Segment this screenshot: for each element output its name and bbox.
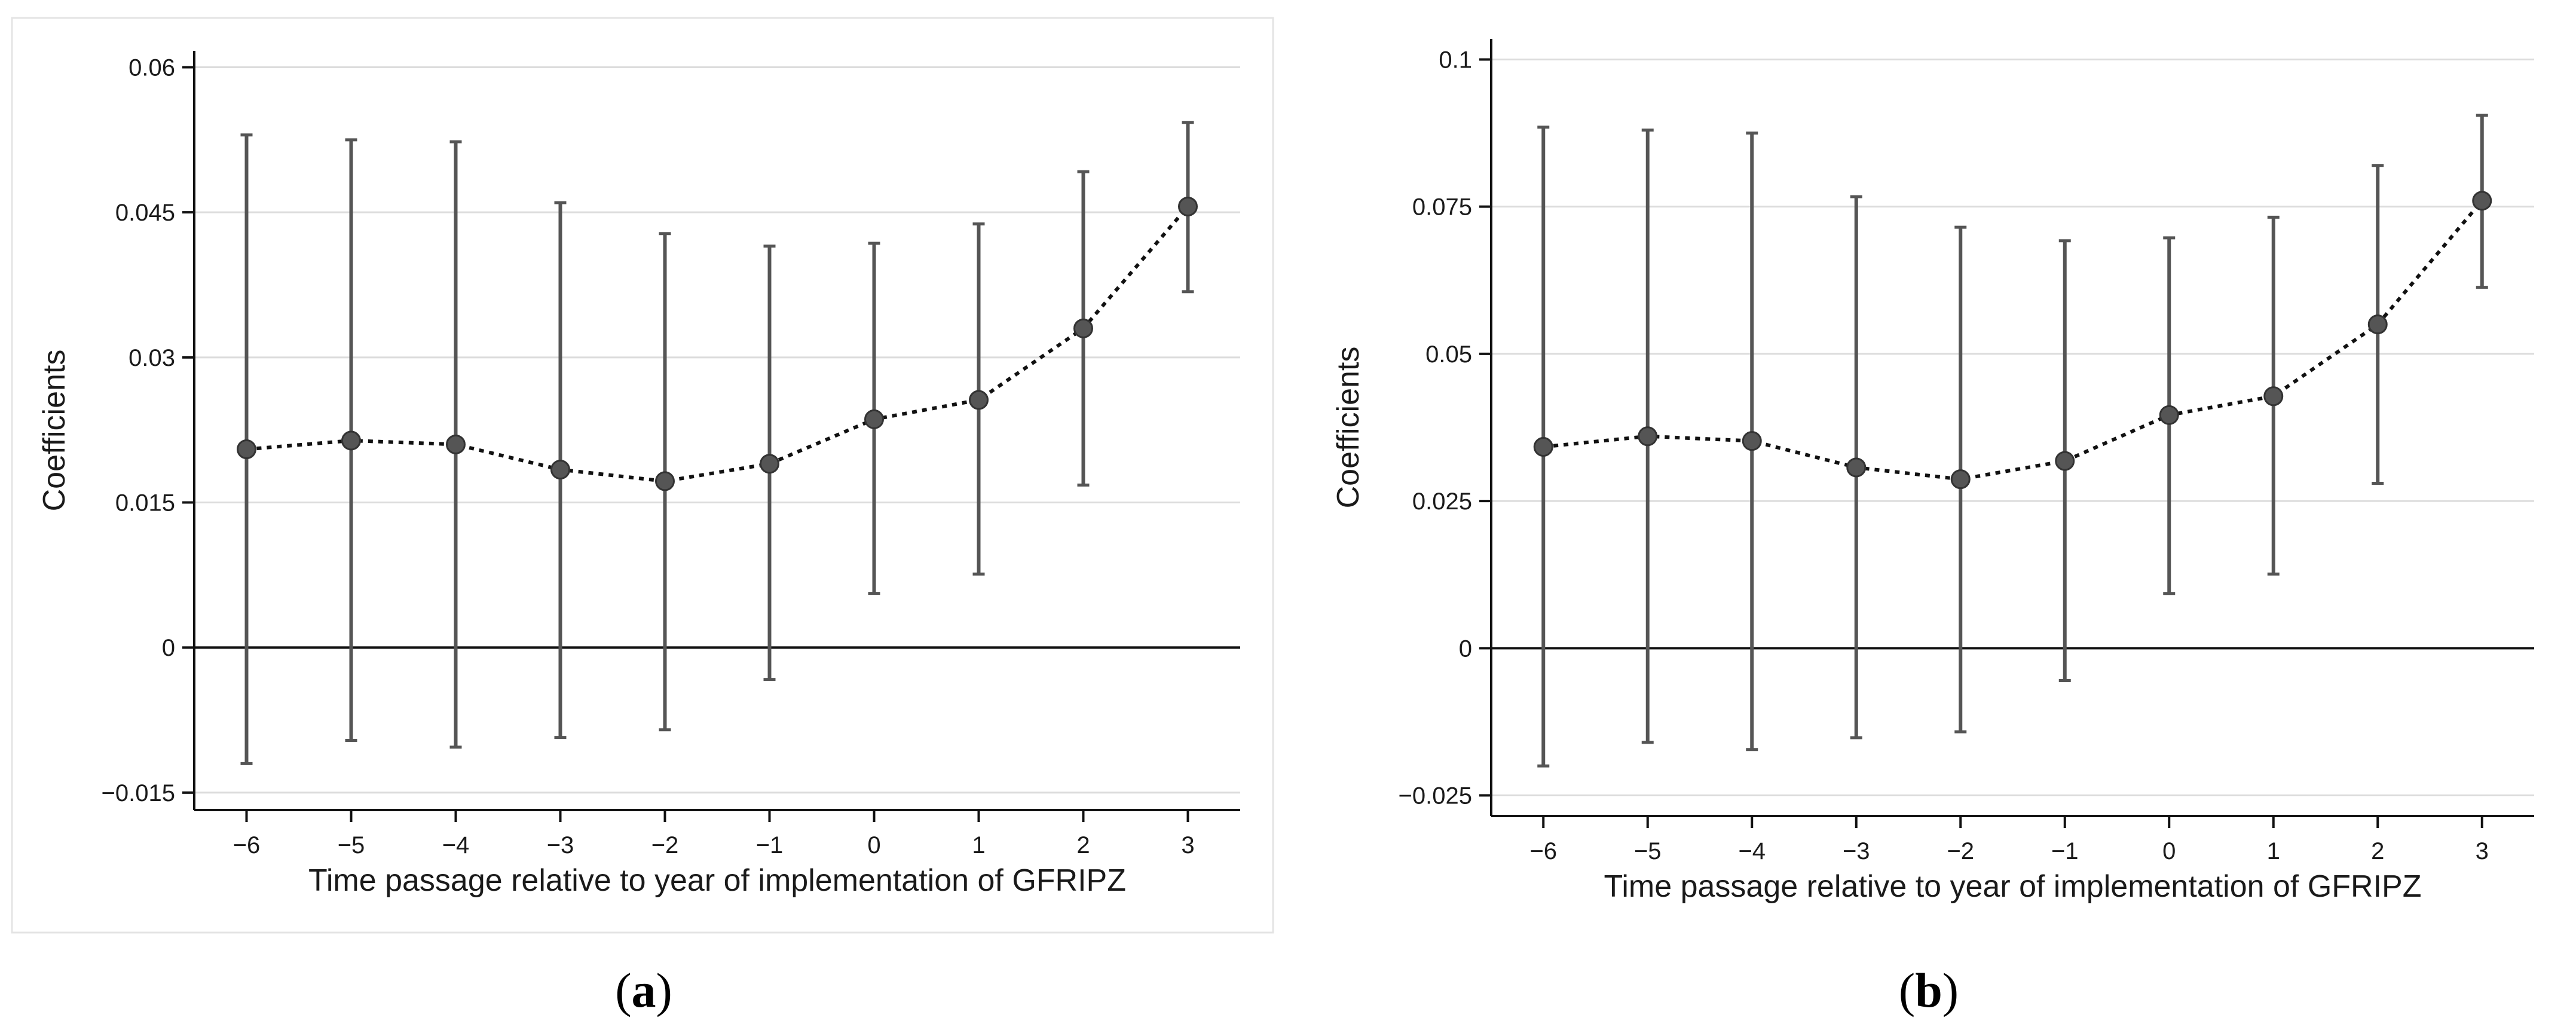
x-axis-title: Time passage relative to year of impleme… <box>1604 869 2422 904</box>
caption-b: (b) <box>1898 963 1959 1017</box>
x-axis-title: Time passage relative to year of impleme… <box>308 863 1126 898</box>
data-point <box>2367 314 2388 335</box>
x-tick-label: −5 <box>1634 838 1662 864</box>
data-point <box>1742 431 1762 451</box>
data-point <box>1073 318 1093 338</box>
panel-a: −0.015 0 0.015 0.03 0.045 0.06 −6 −5 −4 −3 −2 −1 0 1 2… <box>11 17 1274 1017</box>
data-point <box>2263 386 2284 407</box>
y-tick-label: 0.025 <box>1412 488 1472 515</box>
caption-a: (a) <box>615 963 672 1017</box>
x-tick-label: −2 <box>651 832 679 858</box>
data-point <box>864 409 884 429</box>
data-point <box>1638 426 1658 447</box>
y-axis-title: Coefficients <box>1331 347 1366 509</box>
x-tick-label: −3 <box>547 832 574 858</box>
y-tick-label: 0.05 <box>1425 341 1472 368</box>
data-point <box>655 471 675 491</box>
data-point <box>969 390 989 410</box>
panel-b: −0.025 0 0.025 0.05 0.075 0.1 −6 −5 −4 −3 −2 −1 0 1 2 3… <box>1288 0 2576 1033</box>
x-tick-label: −6 <box>233 832 261 858</box>
x-tick-label: −1 <box>2051 838 2079 864</box>
y-tick-label: 0 <box>1459 635 1472 662</box>
series-line <box>1543 199 2484 481</box>
y-tick-label: 0.075 <box>1412 194 1472 221</box>
x-tick-label: −4 <box>1738 838 1766 864</box>
x-tick-label: 1 <box>2267 838 2280 864</box>
y-tick-label: 0.045 <box>115 200 175 226</box>
chart-a-svg: −0.015 0 0.015 0.03 0.045 0.06 −6 −5 −4 −3 −2 −1 0 1 2… <box>11 17 1274 934</box>
y-tick-label: 0.03 <box>129 345 175 371</box>
x-tick-label: 1 <box>972 832 985 858</box>
x-tick-label: 2 <box>2371 838 2384 864</box>
data-point <box>1846 457 1867 478</box>
data-point <box>1178 196 1198 216</box>
data-point <box>1533 437 1553 457</box>
x-tick-label: 2 <box>1076 832 1090 858</box>
x-tick-label: −3 <box>1843 838 1870 864</box>
y-tick-label: 0.1 <box>1439 47 1472 73</box>
data-point <box>550 460 570 480</box>
y-tick-label: 0.015 <box>115 490 175 516</box>
y-axis-title: Coefficients <box>37 350 72 512</box>
x-tick-label: 0 <box>2162 838 2176 864</box>
data-point <box>1950 469 1971 490</box>
x-tick-label: −6 <box>1529 838 1557 864</box>
data-point <box>760 454 779 474</box>
y-tick-label: 0.06 <box>129 55 175 81</box>
x-tick-label: 3 <box>2476 838 2489 864</box>
data-point <box>2055 451 2075 471</box>
chart-b-svg: −0.025 0 0.025 0.05 0.075 0.1 −6 −5 −4 −3 −2 −1 0 1 2 3… <box>1331 39 2534 904</box>
y-tick-label: −0.025 <box>1399 783 1472 809</box>
x-tick-label: −1 <box>756 832 784 858</box>
y-tick-label: −0.015 <box>102 780 175 806</box>
series-line <box>246 205 1189 483</box>
data-point <box>2472 191 2492 211</box>
x-tick-label: −5 <box>338 832 365 858</box>
data-point <box>2159 405 2179 425</box>
data-point <box>237 439 256 460</box>
data-point <box>341 430 361 451</box>
x-tick-label: −2 <box>1947 838 1974 864</box>
chart-frame <box>11 17 1274 934</box>
x-tick-label: 3 <box>1181 832 1194 858</box>
data-point <box>446 434 466 454</box>
y-tick-label: 0 <box>162 635 175 661</box>
x-tick-label: 0 <box>867 832 880 858</box>
x-tick-label: −4 <box>442 832 470 858</box>
